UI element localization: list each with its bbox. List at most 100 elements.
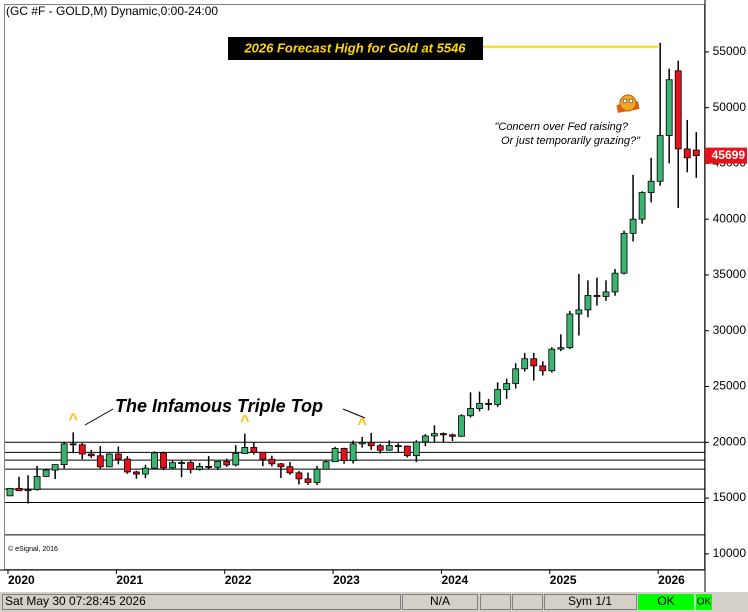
candle-body: [611, 272, 619, 293]
candle-body: [431, 433, 438, 437]
candle-body: [367, 442, 375, 447]
x-tick-label: 2024: [441, 573, 468, 587]
quote: Or just temporarily grazing?": [501, 135, 641, 147]
chart-title: (GC #F - GOLD,M) Dynamic,0:00-24:00: [6, 4, 218, 18]
candle-body: [512, 368, 520, 384]
candle-body: [313, 468, 321, 483]
candle-body: [485, 403, 492, 405]
x-tick-label: 2023: [333, 573, 360, 587]
candle-body: [322, 461, 330, 470]
y-tick-label: 40000: [713, 211, 747, 225]
candle-body: [620, 232, 628, 274]
candle-body: [340, 448, 348, 461]
candle-body: [421, 435, 429, 443]
status-ok: [696, 594, 712, 610]
candle-body: [33, 476, 41, 490]
candle-body: [259, 451, 267, 460]
candle-body: [277, 463, 285, 468]
candle-body: [584, 295, 592, 311]
candle-body: [123, 458, 131, 473]
candle-body: [358, 442, 366, 445]
candle-body: [674, 70, 682, 150]
candle-body: [286, 466, 294, 474]
candle-body: [458, 415, 465, 437]
status-cell: [2, 594, 401, 610]
candle-body: [51, 464, 59, 471]
candle-body: [665, 79, 673, 136]
candle-body: [69, 443, 77, 446]
candle-body: [494, 389, 502, 405]
x-tick-label: 2025: [550, 573, 577, 587]
x-tick-label: 2022: [225, 573, 252, 587]
candle-body: [15, 487, 23, 492]
caret: ^: [69, 412, 78, 429]
callout-line: [84, 408, 114, 426]
status-cell: [402, 594, 478, 610]
status-bar: [0, 592, 748, 612]
candle-body: [331, 448, 339, 463]
candle-body: [629, 218, 637, 234]
status-ok-text: OK: [697, 597, 712, 608]
candle-body: [575, 309, 583, 315]
candle-body: [142, 467, 149, 475]
status-cell: [544, 594, 637, 610]
status-cell: [512, 594, 543, 610]
candle-body: [557, 347, 565, 350]
x-tick-label: 2021: [116, 573, 143, 587]
candle-body: [6, 487, 14, 497]
candle-body: [196, 465, 204, 470]
callout-line: [342, 408, 366, 419]
candle-body: [160, 452, 167, 469]
candle-body: [304, 478, 312, 483]
candle-body: [223, 460, 231, 466]
candle-body: [24, 489, 32, 492]
quote: "Concern over Fed raising?: [494, 121, 628, 133]
candle-body: [105, 453, 113, 468]
candle-body: [476, 403, 483, 409]
candle-body: [566, 313, 574, 349]
candle-body: [412, 441, 420, 457]
candle-body: [250, 447, 258, 453]
y-tick-label: 55000: [713, 44, 747, 58]
candle-body: [467, 408, 474, 417]
emoji-icon: [616, 94, 640, 113]
y-tick-label: 10000: [713, 546, 747, 560]
candle-body: [42, 469, 50, 477]
candle-body: [187, 462, 195, 470]
candle-body: [133, 471, 140, 475]
candle-body: [232, 453, 240, 466]
chart-background: [0, 0, 748, 592]
candle-body: [178, 462, 185, 464]
status-cell: [480, 594, 511, 610]
candle-body: [151, 452, 158, 469]
candle-body: [169, 462, 176, 469]
last-price-label: 45699: [712, 148, 746, 162]
candle-body: [60, 443, 68, 466]
last-price-box: [705, 147, 747, 164]
candle-body: [530, 358, 538, 367]
x-tick-label: 2026: [658, 573, 685, 587]
candle-body: [241, 447, 249, 454]
status-ok: [638, 594, 694, 610]
candle-body: [268, 458, 276, 465]
y-tick-label: 30000: [713, 323, 747, 337]
candle-body: [503, 383, 511, 390]
caret: ^: [357, 416, 366, 433]
candle-body: [638, 192, 646, 220]
candle-body: [539, 365, 547, 372]
candle-body: [114, 453, 122, 460]
candle-body: [385, 445, 393, 451]
status-ok-text: OK: [657, 594, 674, 608]
triple-top-label: The Infamous Triple Top: [115, 396, 323, 416]
candle-body: [602, 291, 610, 297]
caret: ^: [240, 413, 249, 430]
y-tick-label: 25000: [713, 379, 747, 393]
candle-body: [295, 472, 303, 480]
y-tick-label: 50000: [713, 100, 747, 114]
candle-body: [394, 445, 402, 448]
candle-body: [593, 295, 601, 297]
candle-body: [521, 358, 529, 370]
y-tick-label: 35000: [713, 267, 747, 281]
y-tick-label: 15000: [713, 490, 747, 504]
